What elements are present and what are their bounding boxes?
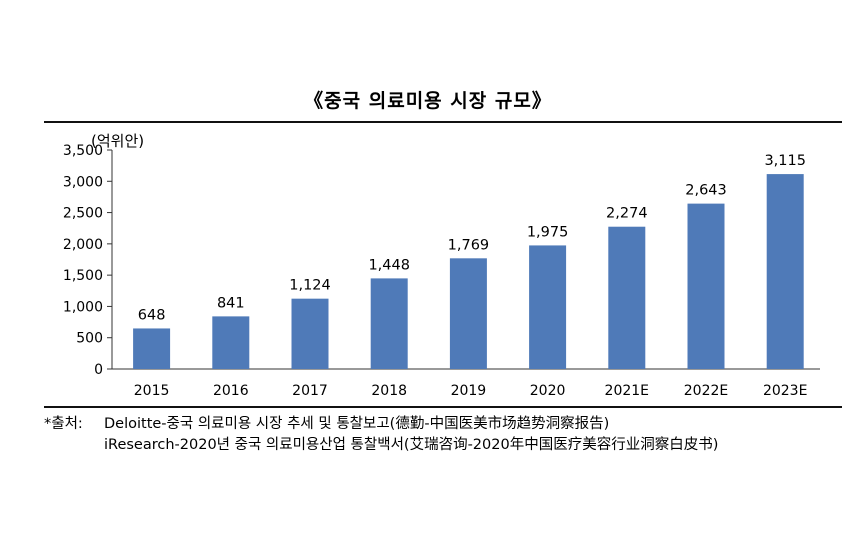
- bar: [449, 258, 487, 369]
- bar: [370, 278, 408, 369]
- bar-value-label: 3,115: [764, 153, 806, 169]
- bar: [608, 226, 646, 369]
- y-tick-label: 3,500: [63, 143, 103, 159]
- bar-value-label: 841: [217, 295, 245, 311]
- bottom-rule: [44, 406, 842, 408]
- x-tick-label: 2018: [371, 383, 407, 399]
- bar: [687, 203, 725, 369]
- source-prefix: *출처:: [44, 416, 83, 432]
- x-tick-label: 2016: [213, 383, 249, 399]
- source-text-2: iResearch-2020년 중국 의료미용산업 통찰백서(艾瑞咨询-2020…: [104, 437, 719, 453]
- y-tick-label: 500: [76, 331, 103, 347]
- bar: [133, 328, 171, 369]
- bar-value-label: 1,124: [289, 278, 331, 294]
- x-tick-label: 2015: [134, 383, 170, 399]
- y-tick-label: 1,000: [63, 299, 103, 315]
- bar: [212, 316, 250, 369]
- bar-value-label: 1,448: [368, 257, 410, 273]
- x-tick-label: 2020: [530, 383, 566, 399]
- x-tick-label: 2021E: [605, 383, 649, 399]
- y-axis-unit-label: (억위안): [91, 132, 144, 150]
- bars: 648 841 1,124 1,448 1,769 1,975 2,274 2,643 3,11…: [133, 153, 806, 369]
- bar-value-label: 2,274: [606, 206, 648, 222]
- source-text-1: Deloitte-중국 의료미용 시장 추세 및 통찰보고(德勤-中国医美市场趋…: [104, 416, 610, 432]
- y-tick-label: 1,500: [63, 268, 103, 284]
- y-tick-label: 2,000: [63, 237, 103, 253]
- y-tick-label: 0: [94, 362, 103, 378]
- bar: [766, 174, 804, 369]
- x-tick-label: 2017: [292, 383, 328, 399]
- bar: [291, 298, 329, 369]
- bar: [529, 245, 567, 369]
- bar-value-label: 2,643: [685, 183, 727, 199]
- bar-value-label: 648: [138, 307, 166, 323]
- source-line-1: *출처: Deloitte-중국 의료미용 시장 추세 및 통찰보고(德勤-中国医…: [44, 414, 609, 434]
- bar-value-label: 1,769: [448, 237, 490, 253]
- x-tick-label: 2023E: [763, 383, 807, 399]
- x-tick-label: 2022E: [684, 383, 728, 399]
- y-tick-label: 2,500: [63, 206, 103, 222]
- x-tick-label: 2019: [451, 383, 487, 399]
- chart-title: 《중국 의료미용 시장 규모》: [304, 90, 552, 112]
- source-line-2: iResearch-2020년 중국 의료미용산업 통찰백서(艾瑞咨询-2020…: [104, 435, 718, 455]
- top-rule: [44, 121, 842, 123]
- y-tick-label: 3,000: [63, 174, 103, 190]
- bar-value-label: 1,975: [527, 224, 569, 240]
- x-axis: 2015 2016 2017 2018 2019 2020 2021E 2022E 2023E: [134, 383, 808, 399]
